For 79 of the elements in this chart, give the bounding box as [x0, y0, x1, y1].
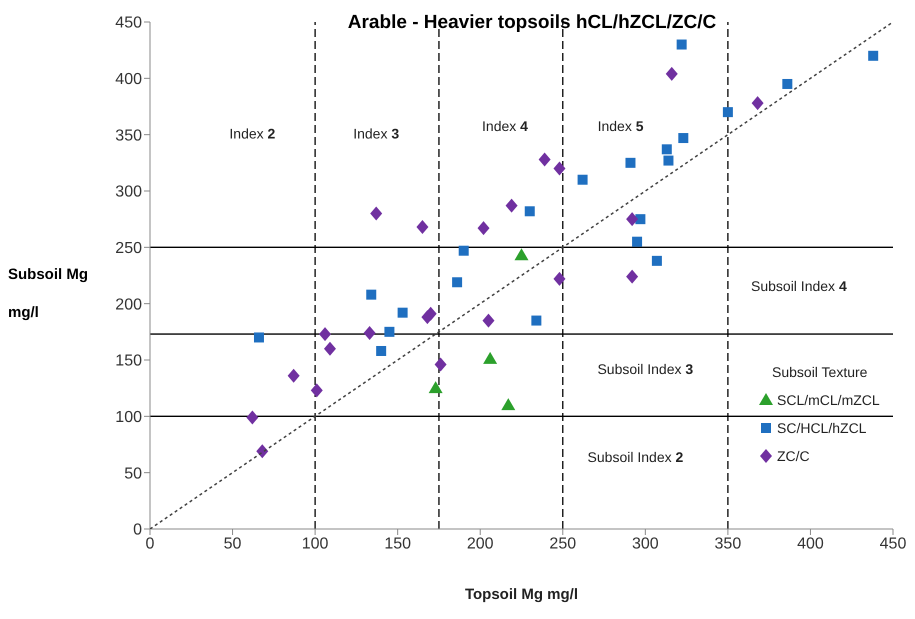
point [553, 272, 566, 286]
point [632, 236, 642, 247]
point [506, 198, 518, 213]
point [625, 158, 636, 168]
annotation: Subsoil Index 4 [751, 277, 847, 294]
annotation: Subsoil Index 2 [588, 448, 684, 465]
point [782, 78, 792, 89]
x-tick-label: 0 [146, 535, 155, 552]
point [666, 66, 678, 81]
point [501, 398, 516, 410]
point [416, 220, 428, 234]
point [324, 342, 336, 356]
annotation: Index 2 [229, 125, 276, 142]
point [553, 161, 566, 176]
point [254, 332, 264, 342]
x-tick-label: 250 [549, 535, 576, 552]
y-tick-label: 50 [124, 465, 142, 482]
x-tick-label: 350 [714, 535, 742, 552]
point [635, 214, 646, 224]
x-tick-label: 200 [466, 535, 494, 552]
x-tick-label: 300 [632, 535, 659, 552]
point [434, 358, 447, 372]
x-axis-title: Topsoil Mg mg/l [464, 586, 578, 603]
y-tick-label: 250 [115, 240, 142, 258]
y-tick-label: 100 [115, 409, 142, 426]
point [246, 410, 258, 424]
annotation: Index 3 [353, 125, 400, 142]
y-tick-label: 300 [115, 184, 142, 201]
annotation: Subsoil Index 3 [597, 360, 694, 377]
point [288, 368, 300, 383]
point [662, 144, 672, 154]
legend-label: SCL/mCL/mZCL [777, 391, 880, 410]
point [626, 270, 638, 284]
text: Subsoil Mg mg/l [8, 266, 88, 321]
legend-title: Subsoil Texture [771, 363, 868, 382]
legend-label: ZC/C [777, 447, 810, 466]
point [678, 133, 688, 144]
point [531, 316, 542, 326]
point [366, 290, 376, 300]
point [663, 156, 674, 166]
point [310, 383, 323, 398]
point [652, 256, 662, 266]
annotation: Index 4 [482, 117, 528, 134]
point [424, 306, 437, 321]
point [478, 221, 490, 236]
point [364, 326, 376, 340]
point [868, 50, 878, 61]
y-tick-label: 350 [115, 127, 142, 144]
point [514, 248, 528, 260]
chart-title: Arable - Heavier topsoils hCL/hZCL/ZC/C [346, 12, 718, 34]
point [722, 107, 733, 118]
point [452, 277, 462, 288]
point [626, 212, 638, 226]
y-tick-label: 0 [133, 522, 142, 539]
point [384, 326, 394, 337]
y-tick-label: 450 [115, 14, 142, 32]
point [483, 352, 498, 364]
point [398, 308, 408, 318]
x-tick-label: 100 [302, 535, 329, 552]
point [428, 381, 443, 394]
x-tick-label: 450 [880, 535, 906, 552]
point [482, 314, 494, 328]
x-tick-label: 150 [384, 535, 412, 552]
y-tick-label: 200 [115, 296, 142, 314]
annotation: Index 5 [598, 117, 644, 134]
legend-label: SC/HCL/hZCL [777, 419, 866, 438]
y-tick-label: 400 [115, 71, 142, 88]
point [578, 174, 588, 185]
point [458, 246, 469, 256]
point [319, 327, 332, 342]
point [538, 152, 551, 166]
point [752, 96, 764, 110]
point [370, 206, 382, 221]
point [524, 206, 535, 216]
x-tick-label: 400 [797, 535, 824, 552]
point [676, 40, 687, 50]
x-tick-label: 50 [224, 535, 242, 552]
point [376, 346, 386, 356]
y-tick-label: 150 [115, 352, 142, 370]
